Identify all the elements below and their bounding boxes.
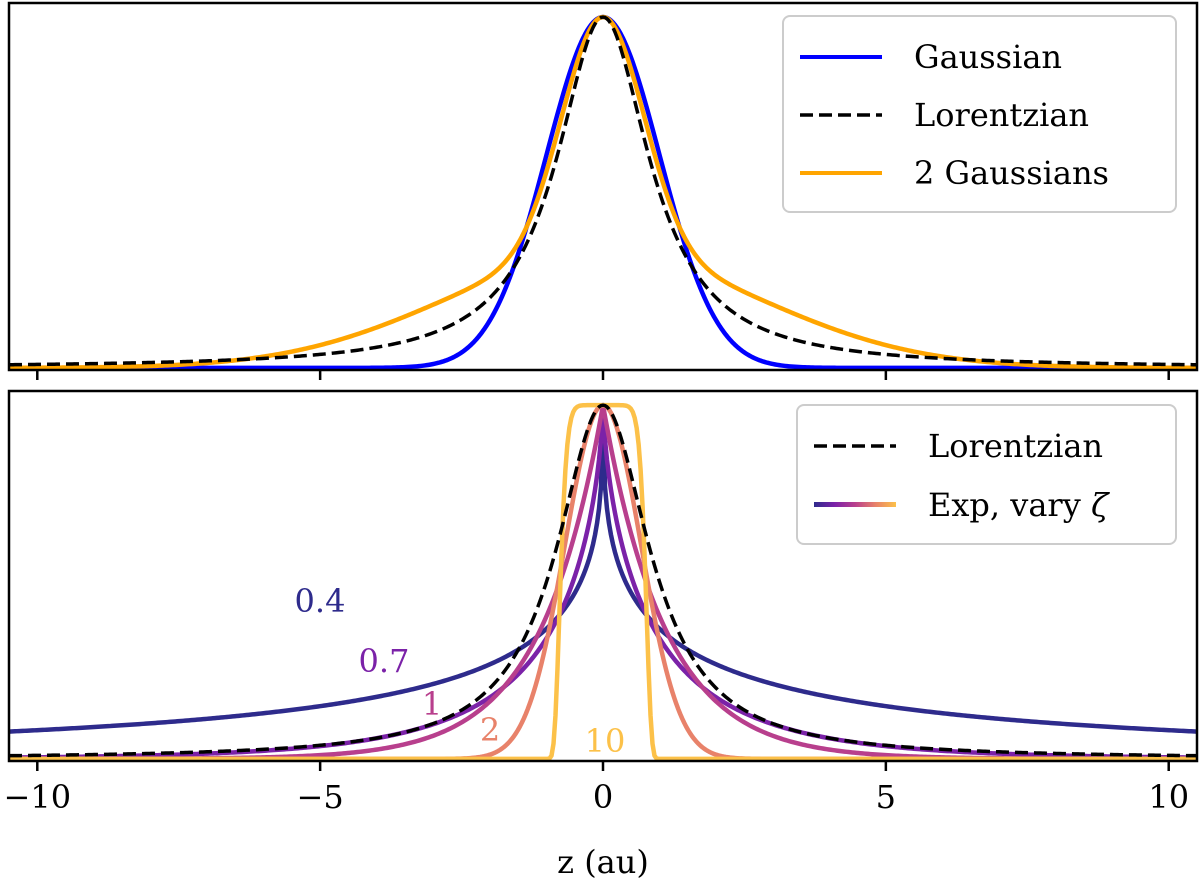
x-tick-label: −10 bbox=[4, 778, 72, 816]
bottom-x-ticks bbox=[36, 761, 1170, 771]
x-tick-label: −5 bbox=[297, 778, 344, 816]
legend-label-lorentzian: Lorentzian bbox=[928, 427, 1103, 465]
x-tick-label: 5 bbox=[876, 778, 896, 816]
legend-label-gaussian: Gaussian bbox=[914, 38, 1062, 76]
zeta-label-10: 10 bbox=[585, 722, 626, 760]
top-legend: Gaussian Lorentzian 2 Gaussians bbox=[782, 15, 1177, 213]
zeta-label-0.7: 0.7 bbox=[359, 642, 410, 680]
bottom-panel: 0.4 0.7 1 2 10 Lorentzian Exp, vary ζ −1… bbox=[4, 389, 1199, 881]
bottom-legend: Lorentzian Exp, vary ζ bbox=[796, 404, 1177, 545]
top-curves bbox=[9, 14, 1197, 370]
legend-box bbox=[796, 404, 1177, 545]
x-tick-label: 10 bbox=[1148, 778, 1189, 816]
top-x-ticks bbox=[36, 370, 1170, 380]
bottom-annotations: 0.4 0.7 1 2 10 bbox=[295, 582, 626, 760]
zeta-label-0.4: 0.4 bbox=[295, 582, 346, 620]
legend-swatch-exp-zeta bbox=[814, 502, 896, 507]
bottom-curves bbox=[9, 402, 1197, 761]
legend-label-exp-zeta: Exp, vary ζ bbox=[928, 486, 1110, 524]
x-tick-label: 0 bbox=[593, 778, 613, 816]
x-axis-label: z (au) bbox=[557, 843, 649, 881]
zeta-label-2: 2 bbox=[480, 711, 500, 749]
series-lorentzian bbox=[9, 403, 1197, 758]
x-tick-labels: −10 −5 0 5 10 bbox=[4, 778, 1190, 816]
zeta-label-1: 1 bbox=[422, 685, 442, 723]
legend-label-lorentzian: Lorentzian bbox=[914, 96, 1089, 134]
legend-label-two-gaussians: 2 Gaussians bbox=[914, 154, 1109, 192]
legend-box bbox=[782, 15, 1177, 213]
top-panel: Gaussian Lorentzian 2 Gaussians bbox=[7, 1, 1199, 380]
series-lorentzian bbox=[9, 15, 1197, 367]
